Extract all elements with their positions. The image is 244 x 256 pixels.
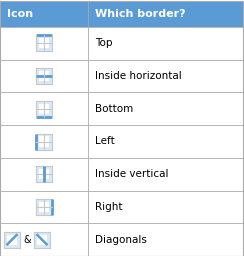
Bar [36,166,52,182]
Bar [39,38,49,48]
Bar [36,101,52,117]
Bar [7,234,17,245]
Bar [0,223,243,256]
Bar [39,71,49,81]
Text: Left: Left [95,136,115,146]
Text: Icon: Icon [7,9,33,19]
Bar [39,202,49,212]
Text: Bottom: Bottom [95,104,133,114]
Bar [0,190,243,223]
Text: Which border?: Which border? [95,9,186,19]
Bar [36,199,52,215]
Text: Right: Right [95,202,122,212]
Bar [37,234,47,245]
Bar [0,27,243,60]
Text: Inside horizontal: Inside horizontal [95,71,182,81]
Text: Inside vertical: Inside vertical [95,169,169,179]
Bar [36,35,52,51]
Text: Top: Top [95,38,112,48]
Bar [4,232,20,248]
Bar [34,232,50,248]
Bar [39,104,49,114]
Bar [36,133,52,150]
Bar [36,68,52,84]
Bar [0,92,243,125]
Bar [0,1,243,27]
Bar [39,169,49,179]
Text: Diagonals: Diagonals [95,235,147,245]
Bar [0,158,243,190]
Bar [0,60,243,92]
Text: &: & [23,235,31,245]
Bar [39,136,49,147]
Bar [0,125,243,158]
